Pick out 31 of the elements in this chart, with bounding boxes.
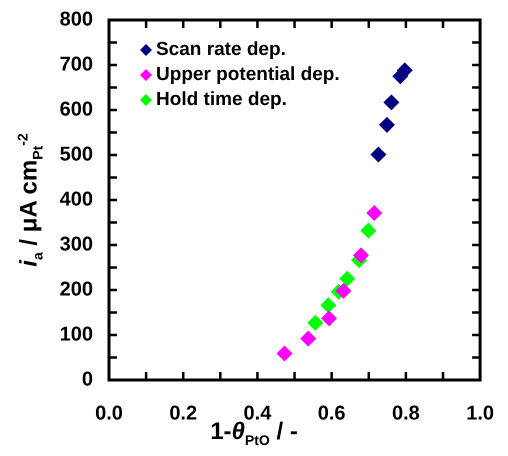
y-tick-label: 100 <box>60 324 93 346</box>
legend-label: Scan rate dep. <box>156 39 286 60</box>
y-tick-label: 700 <box>60 54 93 76</box>
point <box>300 330 316 347</box>
x-tick-label: 0.2 <box>169 402 198 425</box>
point <box>383 94 400 110</box>
point <box>360 222 376 239</box>
point <box>321 310 338 326</box>
point <box>276 345 293 362</box>
x-tick-label: 0.6 <box>318 402 346 425</box>
y-tick-label: 200 <box>60 278 93 301</box>
legend-label: Upper potential dep. <box>156 64 340 86</box>
y-tick-label: 0 <box>82 368 93 391</box>
y-tick-label: 500 <box>60 144 93 166</box>
y-tick-label: 400 <box>60 188 93 211</box>
x-tick-label: 1.0 <box>466 402 494 425</box>
x-tick-label: 0.0 <box>95 402 123 425</box>
point <box>366 205 382 222</box>
point <box>352 247 369 264</box>
point <box>370 146 386 163</box>
point <box>339 270 356 287</box>
y-tick-label: 800 <box>60 8 93 31</box>
y-tick-label: 300 <box>60 234 93 256</box>
point <box>307 314 324 331</box>
point <box>378 116 395 133</box>
point <box>336 282 352 299</box>
x-tick-label: 0.4 <box>244 402 272 425</box>
x-tick-label: 0.8 <box>392 402 420 425</box>
legend-label: Hold time dep. <box>156 89 287 110</box>
point <box>320 297 336 314</box>
y-tick-label: 600 <box>60 98 93 121</box>
